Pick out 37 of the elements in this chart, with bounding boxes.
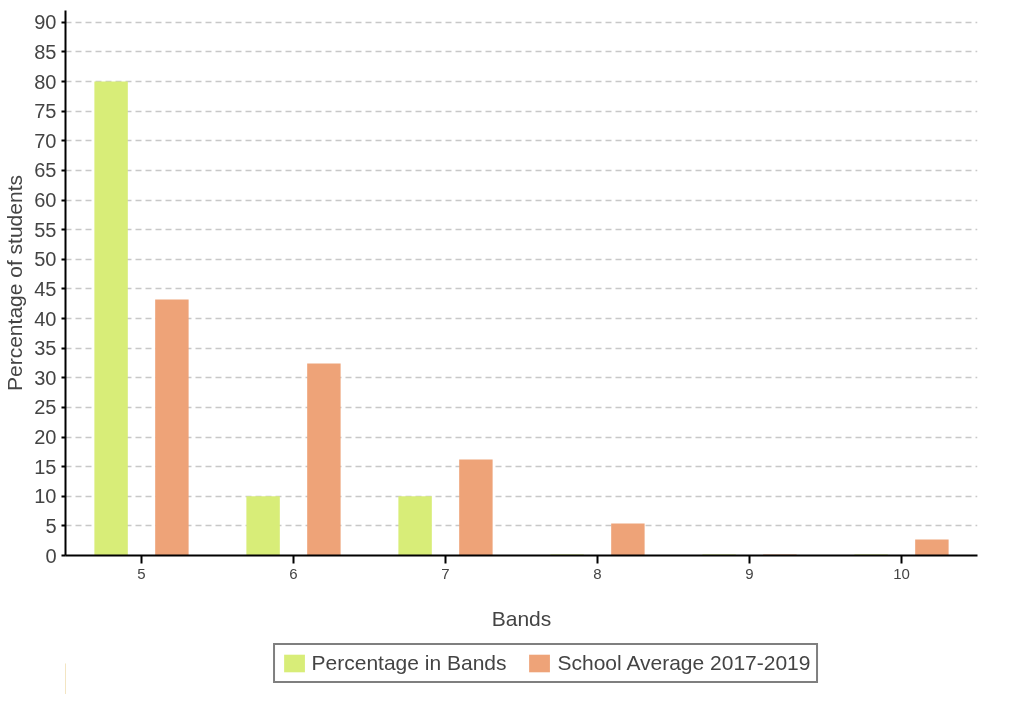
bar — [398, 496, 432, 556]
y-tick-label: 15 — [34, 455, 57, 478]
y-tick-label: 65 — [34, 159, 57, 182]
y-tick-label: 60 — [34, 189, 57, 212]
legend-label: School Average 2017-2019 — [557, 651, 811, 675]
bar — [94, 81, 128, 556]
y-tick-label: 85 — [34, 40, 57, 63]
y-tick-label: 80 — [34, 70, 57, 93]
y-tick-label: 40 — [34, 307, 57, 330]
y-tick-label: 20 — [34, 426, 57, 449]
y-tick-label: 75 — [34, 100, 57, 123]
x-tick-label: 10 — [893, 564, 910, 582]
y-tick-label: 10 — [34, 485, 57, 508]
y-tick-label: 35 — [34, 337, 57, 360]
y-tick-label: 70 — [34, 129, 57, 152]
y-tick-label: 5 — [45, 514, 57, 537]
bar — [155, 299, 189, 556]
bar — [246, 496, 280, 556]
y-tick-label: 30 — [34, 366, 57, 389]
y-tick-label: 25 — [34, 396, 57, 419]
bar — [915, 539, 949, 556]
x-tick-label: 6 — [289, 564, 298, 582]
x-tick-label: 7 — [441, 564, 450, 582]
y-tick-label: 0 — [45, 544, 57, 567]
y-tick-label: 55 — [34, 218, 57, 241]
y-tick-label: 90 — [34, 11, 57, 34]
x-tick-label: 9 — [745, 564, 754, 582]
y-axis-title: Percentage of students — [3, 175, 27, 391]
x-tick-label: 8 — [593, 564, 602, 582]
y-tick-label: 45 — [34, 277, 57, 300]
bar — [307, 363, 341, 556]
x-tick-label: 5 — [137, 564, 146, 582]
x-axis-title: Bands — [491, 606, 552, 630]
bar — [611, 523, 645, 556]
y-tick-label: 50 — [34, 248, 57, 271]
bar — [459, 459, 493, 556]
legend-label: Percentage in Bands — [311, 651, 507, 675]
